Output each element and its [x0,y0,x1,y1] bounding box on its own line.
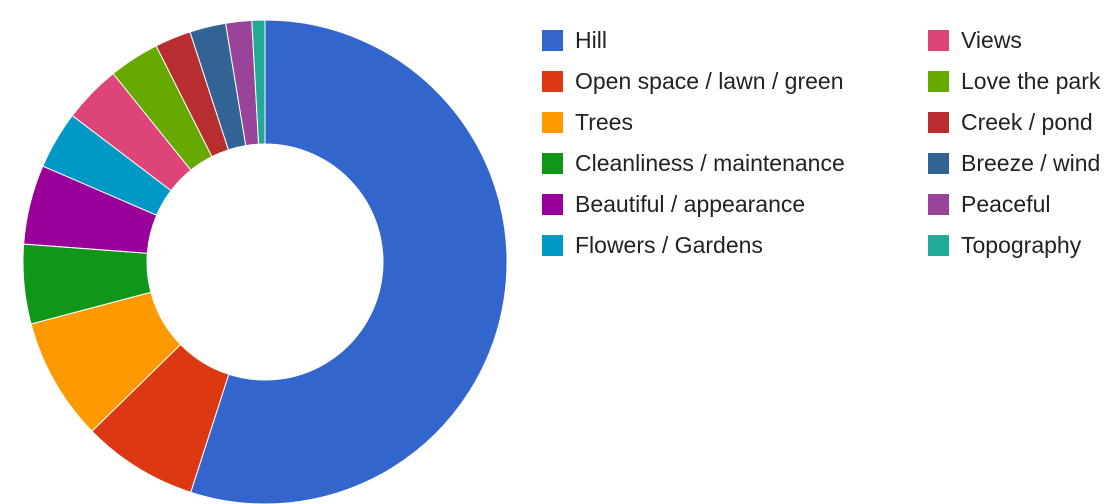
legend-label: Peaceful [961,191,1051,217]
legend-label: Love the park [961,68,1101,94]
legend-swatch [542,194,563,215]
legend-column-2: Views Love the park Creek / pond Breeze … [928,20,1100,266]
legend-item-open-space[interactable]: Open space / lawn / green [542,61,845,102]
slice-topography[interactable] [251,19,266,145]
legend-item-topography[interactable]: Topography [928,225,1100,266]
legend-label: Topography [961,232,1082,258]
legend-column-1: Hill Open space / lawn / green Trees Cle… [542,20,845,266]
legend-label: Flowers / Gardens [575,232,763,258]
legend-swatch [928,235,949,256]
legend-item-love-the-park[interactable]: Love the park [928,61,1100,102]
donut-chart [22,19,508,504]
legend-item-breeze-wind[interactable]: Breeze / wind [928,143,1100,184]
legend-swatch [542,30,563,51]
legend-label: Views [961,27,1022,53]
legend-item-cleanliness[interactable]: Cleanliness / maintenance [542,143,845,184]
legend-swatch [928,112,949,133]
legend-item-trees[interactable]: Trees [542,102,845,143]
legend-item-flowers[interactable]: Flowers / Gardens [542,225,845,266]
legend-swatch [928,30,949,51]
legend-swatch [542,112,563,133]
slice-hill[interactable] [190,19,508,504]
legend-swatch [928,71,949,92]
legend-item-hill[interactable]: Hill [542,20,845,61]
legend-swatch [928,153,949,174]
legend-swatch [542,153,563,174]
legend-item-creek-pond[interactable]: Creek / pond [928,102,1100,143]
legend-label: Cleanliness / maintenance [575,150,845,176]
legend-label: Hill [575,27,607,53]
legend-label: Breeze / wind [961,150,1101,176]
legend-swatch [542,235,563,256]
legend-label: Beautiful / appearance [575,191,806,217]
legend-item-beautiful[interactable]: Beautiful / appearance [542,184,845,225]
legend-item-views[interactable]: Views [928,20,1100,61]
legend-label: Trees [575,109,633,135]
legend-label: Open space / lawn / green [575,68,844,94]
legend-swatch [928,194,949,215]
legend-swatch [542,71,563,92]
legend-item-peaceful[interactable]: Peaceful [928,184,1100,225]
legend-label: Creek / pond [961,109,1093,135]
